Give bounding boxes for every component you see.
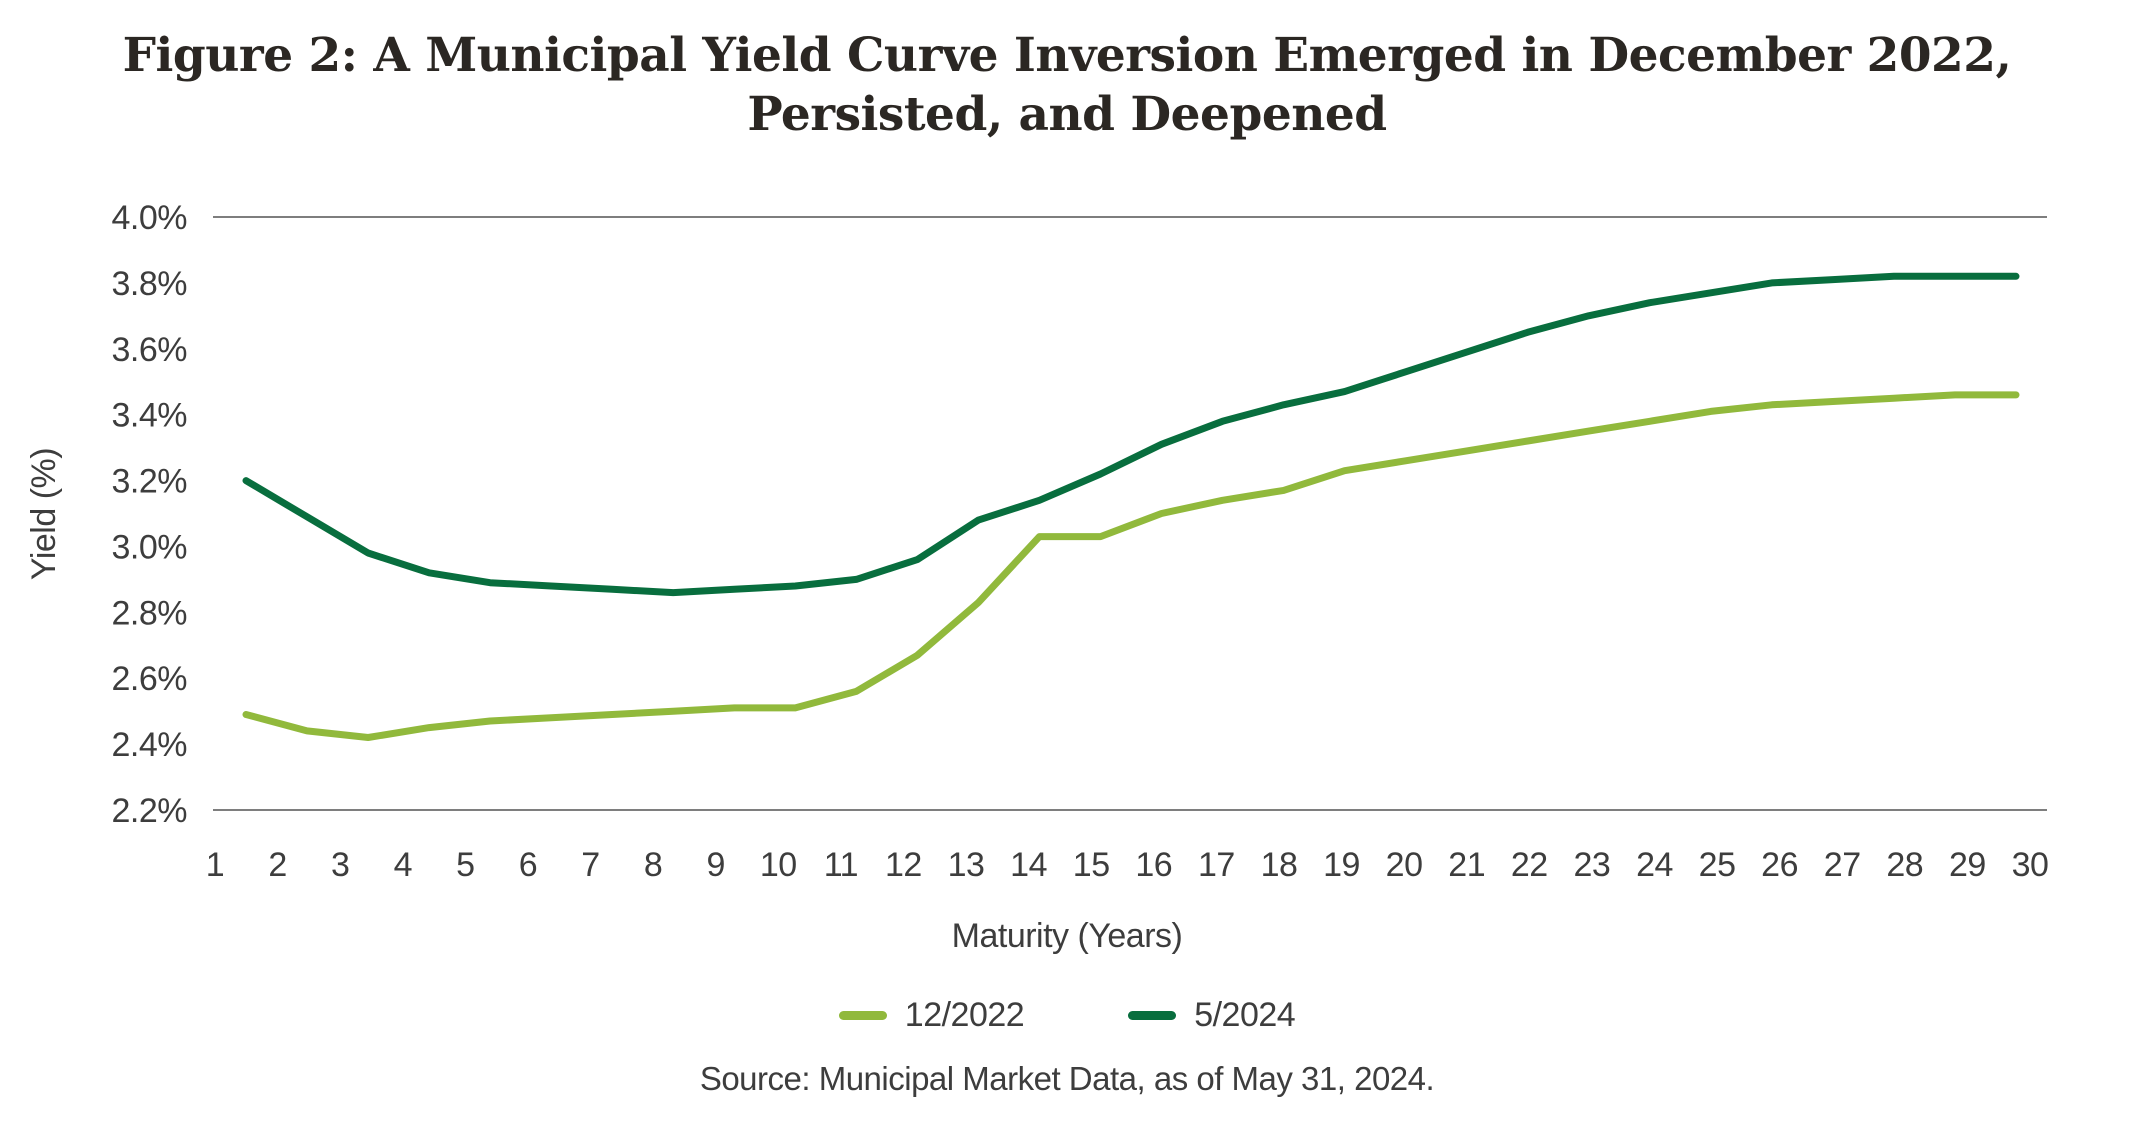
chart-title-line2: Persisted, and Deepened (747, 87, 1387, 142)
source-note: Source: Municipal Market Data, as of May… (699, 1060, 1435, 1097)
x-tick-label: 20 (1386, 846, 1423, 884)
x-tick-label: 11 (824, 846, 858, 884)
x-tick-label: 9 (706, 846, 724, 884)
x-tick-label: 7 (581, 846, 599, 884)
y-tick-label: 3.2% (112, 463, 188, 501)
x-tick-label: 27 (1824, 846, 1861, 884)
y-tick-label: 2.4% (112, 726, 188, 764)
x-tick-label: 8 (644, 846, 662, 884)
x-tick-label: 3 (331, 846, 349, 884)
legend-swatch-icon (1128, 1011, 1177, 1020)
series-line-5-2024 (242, 272, 2020, 597)
chart-title-line1: Figure 2: A Municipal Yield Curve Invers… (122, 28, 2012, 83)
x-tick-label: 15 (1073, 846, 1110, 884)
x-tick-label: 17 (1198, 846, 1235, 884)
legend-item-12-2022: 12/2022 (838, 996, 1025, 1035)
x-tick-label: 4 (394, 846, 412, 884)
x-axis-title: Maturity (Years) (952, 917, 1183, 955)
x-tick-label: 25 (1699, 846, 1736, 884)
legend-swatch-icon (838, 1011, 887, 1020)
x-tick-label: 2 (268, 846, 286, 884)
legend-label: 12/2022 (904, 996, 1025, 1034)
y-tick-label: 3.8% (112, 265, 188, 303)
y-tick-label: 2.8% (112, 594, 188, 632)
x-tick-label: 14 (1010, 846, 1047, 884)
y-tick-label: 3.6% (112, 331, 188, 369)
x-tick-label: 5 (456, 846, 474, 884)
y-tick-label: 3.0% (112, 528, 188, 566)
chart-title: Figure 2: A Municipal Yield Curve Invers… (0, 26, 2134, 144)
x-tick-label: 29 (1949, 846, 1986, 884)
x-tick-label: 1 (206, 846, 224, 884)
x-tick-label: 22 (1511, 846, 1548, 884)
x-tick-label: 26 (1761, 846, 1798, 884)
x-tick-label: 10 (760, 846, 797, 884)
y-tick-label: 4.0% (112, 199, 188, 237)
legend-item-5-2024: 5/2024 (1128, 996, 1296, 1035)
x-tick-label: 30 (2012, 846, 2049, 884)
legend: 12/2022 5/2024 (0, 996, 2134, 1035)
y-tick-label: 2.6% (112, 660, 188, 698)
x-tick-label: 24 (1636, 846, 1673, 884)
x-tick-label: 28 (1886, 846, 1923, 884)
series-line-12-2022 (242, 391, 2020, 741)
y-axis-title: Yield (%) (25, 448, 63, 580)
x-tick-label: 12 (885, 846, 922, 884)
x-tick-label: 16 (1135, 846, 1172, 884)
y-tick-label: 3.4% (112, 397, 188, 435)
x-tick-label: 21 (1448, 846, 1485, 884)
legend-label: 5/2024 (1194, 996, 1296, 1034)
x-tick-label: 13 (948, 846, 985, 884)
x-tick-label: 23 (1573, 846, 1610, 884)
x-tick-label: 18 (1261, 846, 1298, 884)
x-tick-label: 6 (519, 846, 537, 884)
x-tick-label: 19 (1323, 846, 1360, 884)
y-tick-label: 2.2% (112, 792, 188, 830)
